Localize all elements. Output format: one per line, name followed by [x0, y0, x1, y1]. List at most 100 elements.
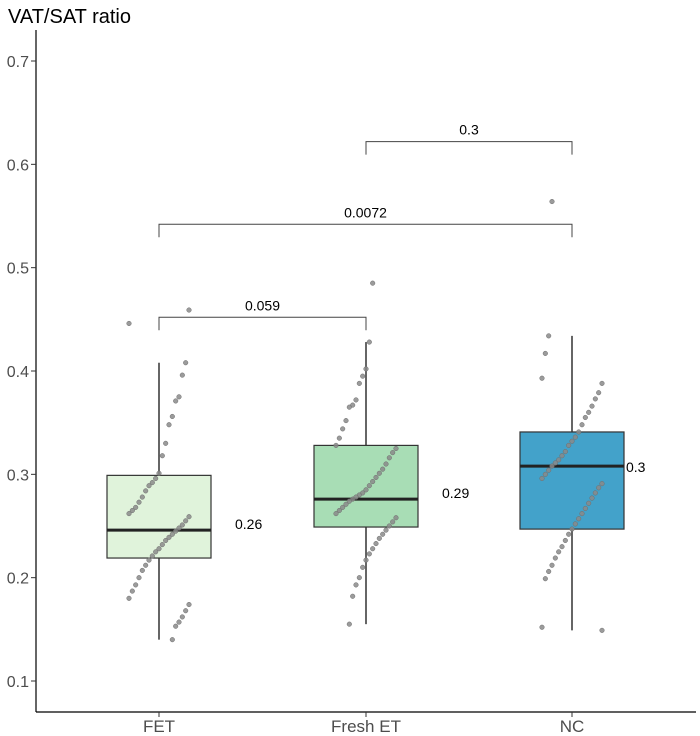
y-tick-label: 0.7: [7, 54, 29, 71]
data-point: [353, 582, 359, 588]
data-point: [370, 280, 376, 286]
data-point: [370, 479, 376, 485]
box-value-label: 0.3: [626, 459, 646, 475]
data-point: [333, 511, 339, 517]
data-point: [360, 373, 366, 379]
jitter-points: [126, 198, 605, 643]
data-point: [343, 501, 349, 507]
data-point: [586, 409, 592, 415]
data-point: [592, 396, 598, 402]
data-point: [183, 608, 189, 614]
data-point: [562, 449, 568, 455]
data-point: [390, 519, 396, 525]
data-point: [156, 470, 162, 476]
box-body: [519, 431, 625, 530]
data-point: [166, 534, 172, 540]
data-point: [143, 488, 149, 494]
box-value-label: 0.26: [235, 516, 262, 532]
data-point: [599, 380, 605, 386]
y-tick-label: 0.1: [7, 674, 29, 691]
y-axis-title: VAT/SAT ratio: [8, 6, 131, 28]
data-point: [176, 525, 182, 531]
data-point: [373, 474, 379, 480]
p-value-label: 0.0072: [344, 204, 387, 220]
data-point: [336, 507, 342, 514]
data-point: [169, 637, 175, 643]
y-tick-label: 0.2: [7, 571, 29, 588]
x-category-label: FET: [143, 717, 175, 736]
data-point: [562, 537, 568, 544]
data-point: [353, 397, 359, 403]
data-point: [599, 627, 605, 633]
y-tick-label: 0.6: [7, 157, 29, 174]
data-point: [576, 429, 582, 435]
axes: 0.1 0.2 0.3 0.4 0.5 0.6 0.7 FET Fresh ET NC: [7, 30, 696, 736]
data-point: [336, 435, 342, 441]
data-point: [380, 466, 386, 472]
data-point: [363, 557, 369, 563]
data-point: [393, 445, 399, 452]
data-point: [153, 475, 159, 482]
data-point: [592, 490, 598, 496]
data-point: [366, 551, 372, 557]
data-point: [343, 418, 349, 424]
data-point: [163, 440, 169, 446]
box-body: [313, 444, 419, 528]
data-point: [156, 546, 162, 552]
data-point: [566, 531, 572, 537]
data-point: [549, 562, 555, 568]
data-point: [183, 360, 189, 366]
data-point: [366, 339, 372, 345]
comparison-bracket: [158, 223, 573, 238]
p-value-label: 0.3: [459, 122, 479, 138]
data-point: [126, 595, 132, 601]
data-point: [386, 455, 392, 461]
data-point: [366, 483, 372, 489]
data-point: [363, 366, 369, 372]
data-point: [159, 542, 165, 548]
data-point: [179, 372, 185, 378]
data-point: [579, 511, 585, 517]
data-point: [333, 442, 339, 448]
data-point: [552, 555, 558, 561]
data-point: [179, 614, 185, 620]
data-point: [159, 453, 165, 459]
data-point: [146, 483, 152, 489]
data-point: [373, 541, 379, 547]
data-point: [586, 500, 592, 506]
data-point: [139, 494, 145, 500]
data-point: [346, 404, 352, 410]
data-point: [133, 582, 139, 588]
data-point: [139, 567, 145, 573]
data-point: [380, 531, 386, 537]
data-point: [176, 394, 182, 400]
data-point: [360, 564, 366, 570]
data-point: [340, 504, 346, 510]
data-point: [386, 523, 392, 529]
data-point: [549, 463, 555, 469]
data-point: [126, 320, 132, 327]
data-point: [572, 434, 578, 440]
data-point: [549, 198, 555, 205]
data-point: [126, 511, 132, 517]
x-category-label: NC: [560, 717, 585, 736]
data-point: [153, 549, 159, 555]
data-point: [356, 380, 362, 386]
comparison-bracket: [365, 141, 573, 155]
data-point: [146, 557, 152, 563]
box-body: [106, 474, 212, 559]
data-point: [129, 588, 135, 594]
data-point: [546, 333, 552, 339]
data-point: [376, 535, 382, 541]
data-point: [579, 422, 585, 428]
data-point: [596, 390, 602, 396]
comparison-brackets: 0.059 0.0072 0.3: [158, 122, 573, 331]
data-point: [169, 413, 175, 420]
data-point: [582, 414, 588, 421]
y-tick-label: 0.3: [7, 467, 29, 484]
data-point: [363, 487, 369, 493]
data-point: [546, 467, 552, 473]
data-point: [596, 485, 602, 491]
data-point: [572, 521, 578, 527]
